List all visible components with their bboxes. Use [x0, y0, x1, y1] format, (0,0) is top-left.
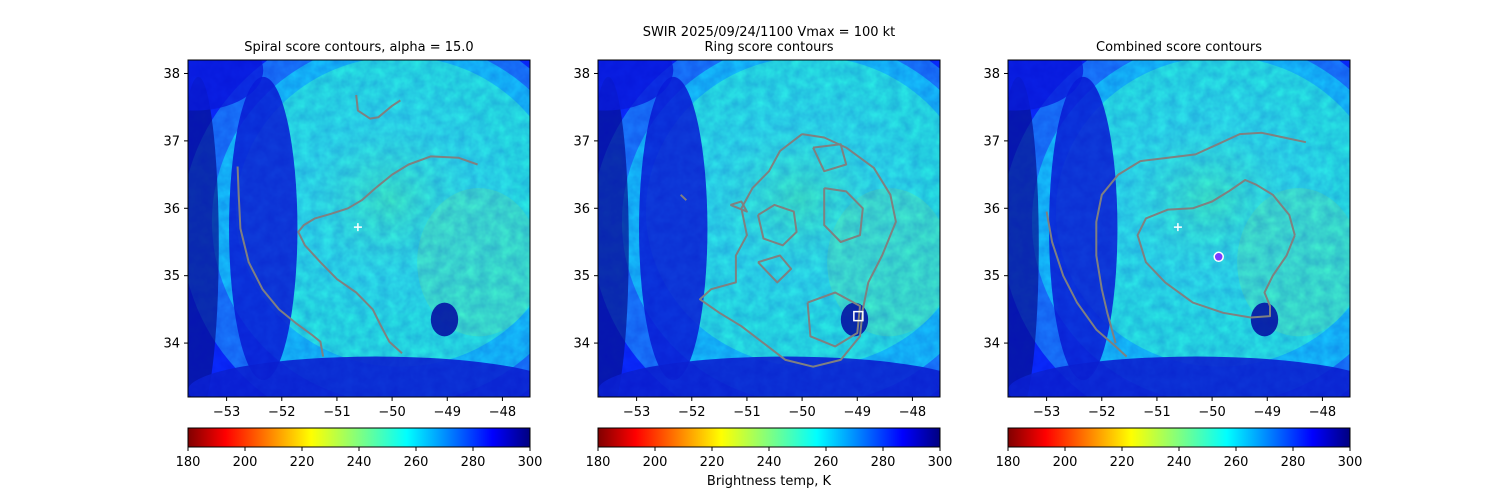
colorbar-gradient	[597, 427, 941, 448]
y-tick-label: 36	[983, 202, 1000, 217]
panel-title: Spiral score contours, alpha = 15.0	[244, 40, 473, 55]
axes-frame	[597, 59, 941, 398]
axes-frame	[1007, 59, 1351, 398]
colorbar-tick-label: 260	[404, 455, 429, 470]
colorbar-gradient	[187, 427, 531, 448]
y-tick-label: 35	[573, 269, 590, 284]
x-tick-label: −49	[1254, 405, 1281, 420]
colorbar: 180 200 220 240 260 280 300 Brightness temp, K	[586, 427, 953, 489]
x-tick-label: −53	[213, 405, 240, 420]
x-tick-label: −49	[434, 405, 461, 420]
colorbar-tick-label: 180	[586, 455, 611, 470]
contour-line	[1095, 131, 1307, 344]
colorbar-tick-label: 180	[176, 455, 201, 470]
contour-line	[757, 203, 798, 247]
colorbar-tick-label: 260	[1224, 455, 1249, 470]
figure-suptitle: SWIR 2025/09/24/1100 Vmax = 100 kt	[643, 25, 896, 40]
y-tick-label: 35	[983, 269, 1000, 284]
best-center-marker	[1213, 251, 1224, 263]
colorbar-label: Brightness temp, K	[707, 474, 832, 489]
colorbar-tick-label: 220	[700, 455, 725, 470]
center-marker	[353, 223, 362, 232]
x-tick-label: −53	[1033, 405, 1060, 420]
x-tick-label: −51	[1143, 405, 1170, 420]
colorbar-tick-label: 280	[871, 455, 896, 470]
panel-2: Ring score contours −53 −52 −51 −50 −49 −48 34 3…	[573, 40, 953, 489]
x-tick-label: −52	[678, 405, 705, 420]
brightness-field	[1008, 60, 1350, 397]
y-tick-label: 35	[163, 269, 180, 284]
center-marker	[853, 310, 864, 322]
colorbar-tick-label: 280	[461, 455, 486, 470]
panel-title: Combined score contours	[1096, 40, 1262, 55]
contour-line	[1045, 211, 1128, 358]
colorbar-gradient	[1007, 427, 1351, 448]
colorbar-tick-label: 200	[233, 455, 258, 470]
contour-line	[680, 194, 687, 201]
center-marker	[1173, 223, 1182, 232]
x-tick-label: −48	[899, 405, 926, 420]
axes-frame	[187, 59, 531, 398]
x-tick-label: −50	[788, 405, 815, 420]
x-tick-label: −52	[268, 405, 295, 420]
colorbar-tick-label: 220	[1110, 455, 1135, 470]
brightness-field	[188, 60, 530, 397]
y-tick-label: 36	[163, 202, 180, 217]
y-tick-label: 34	[983, 337, 1000, 352]
y-tick-label: 38	[163, 67, 180, 82]
colorbar-tick-label: 260	[814, 455, 839, 470]
panel-1: Spiral score contours, alpha = 15.0 −53 −5…	[163, 40, 543, 470]
panel-3: Combined score contours −53 −52 −51 −50 −49 −4…	[983, 40, 1363, 470]
x-tick-label: −48	[1309, 405, 1336, 420]
contour-line	[823, 187, 864, 243]
y-tick-label: 37	[573, 134, 590, 149]
contour-line	[699, 133, 897, 368]
y-tick-label: 38	[573, 67, 590, 82]
x-tick-label: −51	[733, 405, 760, 420]
contour-line	[297, 155, 478, 354]
y-tick-label: 37	[163, 134, 180, 149]
colorbar-tick-label: 180	[996, 455, 1021, 470]
y-tick-label: 38	[983, 67, 1000, 82]
x-tick-label: −49	[844, 405, 871, 420]
colorbar-tick-label: 280	[1281, 455, 1306, 470]
contour-line	[757, 254, 793, 284]
x-tick-label: −50	[378, 405, 405, 420]
colorbar-tick-label: 300	[518, 455, 543, 470]
contour-line	[1136, 179, 1296, 319]
contour-line	[355, 94, 401, 120]
contour-line	[236, 166, 325, 357]
colorbar-tick-label: 200	[1053, 455, 1078, 470]
y-tick-label: 34	[163, 337, 180, 352]
x-tick-label: −48	[489, 405, 516, 420]
colorbar-tick-label: 300	[928, 455, 953, 470]
colorbar-tick-label: 300	[1338, 455, 1363, 470]
x-tick-label: −52	[1088, 405, 1115, 420]
colorbar-tick-label: 200	[643, 455, 668, 470]
colorbar: 180 200 220 240 260 280 300	[996, 427, 1363, 470]
colorbar-tick-label: 220	[290, 455, 315, 470]
colorbar-tick-label: 240	[757, 455, 782, 470]
x-tick-label: −50	[1198, 405, 1225, 420]
y-tick-label: 37	[983, 134, 1000, 149]
contour-line	[730, 200, 748, 213]
colorbar-tick-label: 240	[1167, 455, 1192, 470]
brightness-field	[598, 60, 940, 397]
colorbar-tick-label: 240	[347, 455, 372, 470]
x-tick-label: −53	[623, 405, 650, 420]
colorbar: 180 200 220 240 260 280 300	[176, 427, 543, 470]
y-tick-label: 34	[573, 337, 590, 352]
y-tick-label: 36	[573, 202, 590, 217]
x-tick-label: −51	[323, 405, 350, 420]
panel-title: Ring score contours	[704, 40, 833, 55]
contour-line	[812, 143, 848, 173]
contour-line	[806, 291, 861, 348]
